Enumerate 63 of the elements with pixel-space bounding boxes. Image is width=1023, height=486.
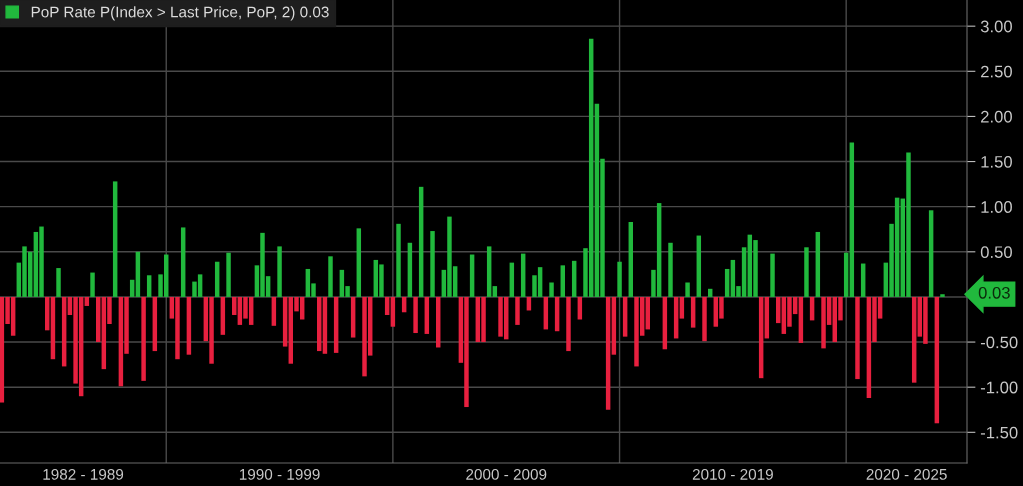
bar bbox=[328, 256, 333, 297]
x-tick-label: 2020 - 2025 bbox=[866, 468, 947, 480]
bar bbox=[724, 268, 730, 297]
y-tick-label: 3.00 bbox=[980, 20, 1012, 33]
bar bbox=[690, 296, 696, 328]
bar bbox=[220, 296, 226, 335]
bar bbox=[617, 261, 622, 297]
bar bbox=[141, 296, 146, 381]
bar bbox=[90, 272, 95, 297]
y-tick-label: -1.50 bbox=[980, 426, 1018, 439]
y-tick-label: 1.50 bbox=[981, 155, 1012, 168]
bar bbox=[271, 296, 277, 326]
bar bbox=[622, 296, 628, 337]
bar bbox=[390, 296, 396, 327]
bar bbox=[226, 252, 231, 297]
y-tick-label: -1.00 bbox=[980, 381, 1018, 394]
bar bbox=[430, 231, 435, 297]
bar bbox=[492, 286, 498, 297]
bar bbox=[770, 253, 775, 297]
bar bbox=[186, 296, 192, 355]
y-tick-label: 2.00 bbox=[981, 110, 1012, 123]
y-tick-label: 2.50 bbox=[981, 65, 1012, 78]
bar bbox=[628, 222, 634, 297]
bar bbox=[396, 223, 401, 297]
bar bbox=[424, 296, 430, 334]
bar bbox=[515, 296, 520, 325]
x-tick-label: 1982 - 1989 bbox=[43, 468, 124, 480]
bar bbox=[333, 296, 339, 353]
x-tick-label: 2010 - 2019 bbox=[692, 468, 773, 480]
y-tick-label: 1.00 bbox=[981, 201, 1012, 213]
bar bbox=[702, 296, 707, 342]
bar bbox=[350, 296, 356, 338]
bar bbox=[84, 296, 90, 306]
bar bbox=[549, 282, 554, 297]
bar bbox=[322, 296, 328, 354]
bar bbox=[804, 247, 809, 297]
y-tick-label: -0.50 bbox=[980, 336, 1018, 349]
y-tick-label: 0.50 bbox=[980, 246, 1012, 259]
x-tick-label: 1990 - 1999 bbox=[239, 468, 320, 480]
bar bbox=[112, 181, 118, 297]
legend-label: PoP Rate P(Index > Last Price, PoP, 2) 0.03 bbox=[31, 6, 329, 21]
bar bbox=[282, 296, 288, 347]
bar bbox=[277, 246, 282, 297]
bar bbox=[356, 228, 362, 297]
bar bbox=[611, 296, 617, 355]
x-tick-label: 2000 - 2009 bbox=[466, 468, 547, 480]
bar bbox=[668, 242, 673, 297]
bar bbox=[605, 296, 611, 410]
text: 0.03 bbox=[978, 286, 1010, 299]
bar bbox=[413, 296, 418, 334]
bar bbox=[146, 275, 152, 297]
bar bbox=[940, 294, 945, 297]
bar bbox=[56, 268, 61, 297]
bar bbox=[685, 282, 690, 297]
bar bbox=[180, 227, 186, 297]
bar bbox=[911, 296, 917, 383]
bar bbox=[855, 296, 860, 380]
bar bbox=[560, 265, 566, 297]
bar bbox=[566, 296, 571, 352]
bar bbox=[928, 210, 934, 297]
bar bbox=[679, 296, 685, 319]
bar bbox=[815, 231, 821, 297]
bar bbox=[486, 246, 492, 297]
